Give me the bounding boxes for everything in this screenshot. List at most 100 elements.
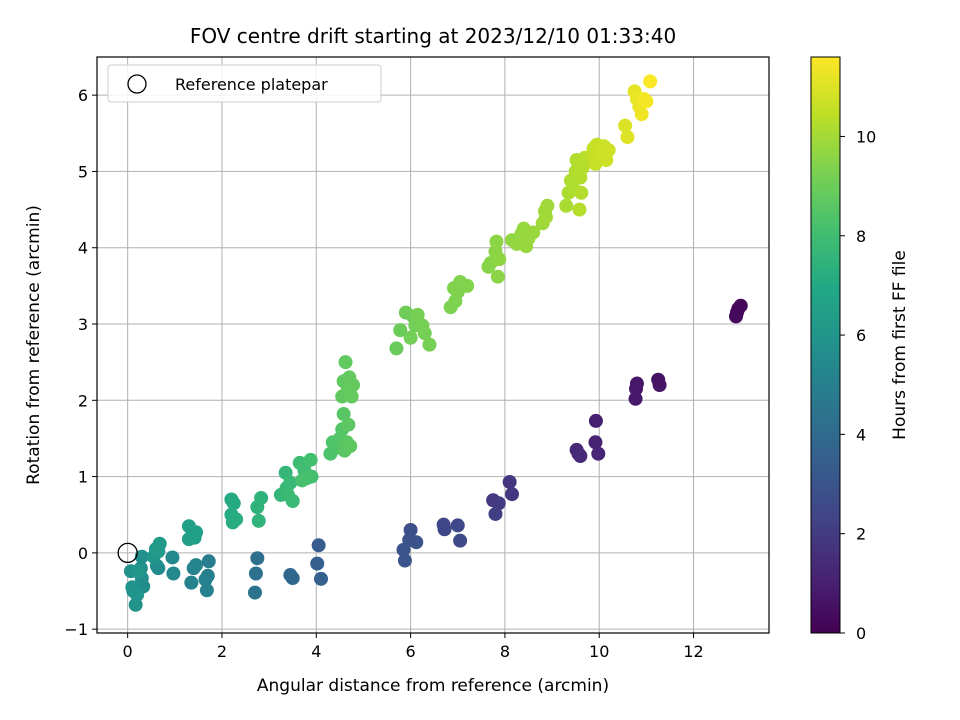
data-point <box>229 512 244 527</box>
data-point <box>336 407 351 422</box>
x-tick-label: 12 <box>683 642 703 661</box>
data-point <box>643 74 658 89</box>
data-point <box>489 234 504 249</box>
data-point <box>410 307 425 322</box>
data-point <box>254 490 269 505</box>
data-point <box>502 474 517 489</box>
data-point <box>728 309 743 324</box>
data-point <box>283 475 298 490</box>
y-tick-label: 2 <box>78 391 88 410</box>
data-point <box>393 323 408 338</box>
y-tick-label: 4 <box>78 239 88 258</box>
data-point <box>295 473 310 488</box>
x-tick-label: 8 <box>500 642 510 661</box>
colorbar-label: Hours from first FF file <box>890 250 910 440</box>
y-tick-label: 5 <box>78 162 88 181</box>
data-point <box>460 278 475 293</box>
data-point <box>311 538 326 553</box>
y-tick-label: 3 <box>78 315 88 334</box>
data-points <box>123 74 748 612</box>
data-point <box>437 522 452 537</box>
data-point <box>247 585 262 600</box>
data-point <box>310 556 325 571</box>
data-point <box>417 326 432 341</box>
data-point <box>280 487 295 502</box>
data-point <box>248 566 263 581</box>
data-point <box>488 506 503 521</box>
data-point <box>540 198 555 213</box>
data-point <box>573 449 588 464</box>
data-point <box>634 107 649 122</box>
colorbar-tick-label: 6 <box>856 326 866 345</box>
data-point <box>285 571 300 586</box>
legend-box <box>107 64 382 103</box>
plot-frame <box>96 56 770 634</box>
colorbar <box>810 56 841 634</box>
reference-platepar-marker <box>117 542 138 564</box>
data-point <box>629 381 644 396</box>
y-tick-label: 1 <box>78 468 88 487</box>
data-point <box>620 130 635 145</box>
data-point <box>733 298 748 313</box>
data-point <box>343 439 358 454</box>
colorbar-ticks: 0 2 4 6 8 10 <box>840 127 876 643</box>
data-point <box>341 417 356 432</box>
chart-title: FOV centre drift starting at 2023/12/10 … <box>190 24 676 48</box>
data-point <box>151 544 166 559</box>
data-point <box>538 210 553 225</box>
data-point <box>409 535 424 550</box>
colorbar-tick-label: 8 <box>856 227 866 246</box>
y-tick-label: −1 <box>64 620 88 639</box>
data-point <box>184 575 199 590</box>
data-point <box>403 330 418 345</box>
data-point <box>618 118 633 133</box>
x-tick-label: 6 <box>406 642 416 661</box>
data-point <box>251 513 266 528</box>
data-point <box>125 580 140 595</box>
reference-marker-layer <box>117 542 138 564</box>
data-point <box>344 389 359 404</box>
data-point <box>588 435 603 450</box>
data-point <box>491 496 506 511</box>
colorbar-tick-label: 2 <box>856 525 866 544</box>
data-point <box>628 391 643 406</box>
data-point <box>199 583 214 598</box>
data-point <box>574 185 589 200</box>
x-tick-label: 10 <box>589 642 609 661</box>
x-tick-label: 2 <box>217 642 227 661</box>
data-point <box>389 341 404 356</box>
data-point <box>131 564 146 579</box>
colorbar-tick-label: 4 <box>856 425 866 444</box>
data-point <box>396 542 411 557</box>
data-point <box>165 550 180 565</box>
data-point <box>591 446 606 461</box>
colorbar-tick-label: 10 <box>856 127 876 146</box>
x-axis-label: Angular distance from reference (arcmin) <box>257 676 609 696</box>
legend: Reference platepar <box>107 64 382 103</box>
data-point <box>201 554 216 569</box>
data-point <box>490 269 505 284</box>
colorbar-tick-label: 0 <box>856 624 866 643</box>
data-point <box>639 94 654 109</box>
legend-label: Reference platepar <box>175 75 328 94</box>
data-point <box>492 252 507 267</box>
data-point <box>526 225 541 240</box>
x-tick-label: 0 <box>123 642 133 661</box>
data-point <box>450 518 465 533</box>
data-point <box>588 413 603 428</box>
data-point <box>166 566 181 581</box>
data-point <box>559 198 574 213</box>
data-point <box>198 572 213 587</box>
data-point <box>422 337 437 352</box>
data-point <box>346 378 361 393</box>
data-point <box>338 355 353 370</box>
data-point <box>314 571 328 586</box>
x-tick-label: 4 <box>311 642 321 661</box>
data-point <box>601 143 616 158</box>
legend-marker-icon <box>127 74 147 94</box>
data-point <box>652 378 667 393</box>
y-tick-label: 0 <box>78 544 88 563</box>
data-point <box>134 549 149 564</box>
